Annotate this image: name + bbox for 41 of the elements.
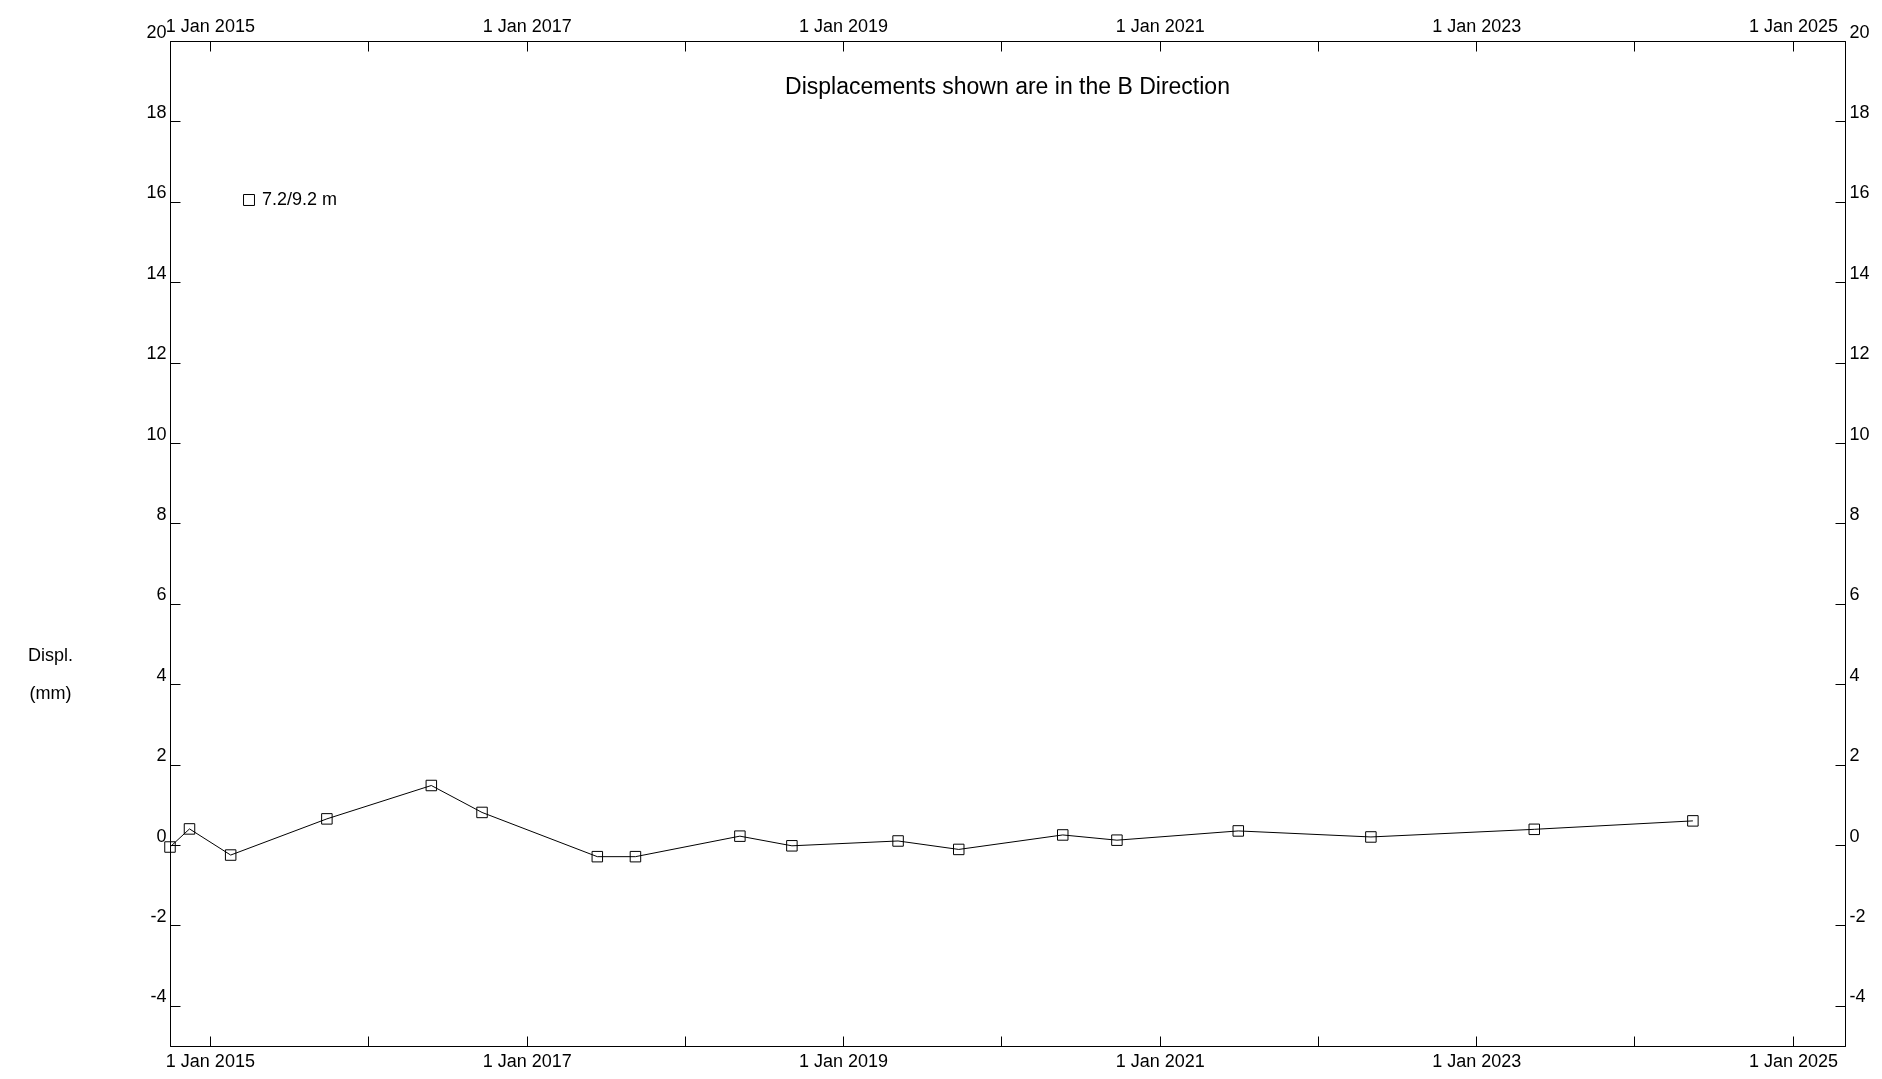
- y2-tick-label: -4: [1849, 986, 1866, 1007]
- x-tick-label: 1 Jan 2023: [1432, 1050, 1522, 1071]
- x2-tick-label: 1 Jan 2025: [1748, 15, 1839, 36]
- x-tick-label: 1 Jan 2017: [482, 1050, 572, 1071]
- y-tick-label: 8: [156, 503, 167, 524]
- y2-tick-label: -2: [1849, 905, 1866, 926]
- y-axis-title: Displ. (mm): [27, 644, 74, 703]
- y2-tick-label: 4: [1849, 664, 1860, 685]
- x2-tick-label: 1 Jan 2017: [482, 15, 572, 36]
- y-tick-label: 10: [146, 423, 167, 444]
- y-tick-label: -4: [150, 986, 167, 1007]
- y2-tick-label: 18: [1849, 101, 1870, 122]
- y2-tick-label: 16: [1849, 182, 1870, 203]
- y-tick-label: 16: [146, 182, 167, 203]
- y-tick-label: 4: [156, 664, 167, 685]
- legend-label: 7.2/9.2 m: [262, 189, 338, 209]
- y-tick-label: 0: [156, 825, 167, 846]
- x2-tick-label: 1 Jan 2021: [1115, 15, 1205, 36]
- x-tick-label: 1 Jan 2021: [1115, 1050, 1205, 1071]
- y-tick-label: 14: [146, 262, 167, 283]
- y2-tick-label: 12: [1849, 343, 1870, 364]
- y2-tick-label: 14: [1849, 262, 1870, 283]
- x-tick-label: 1 Jan 2015: [165, 1050, 255, 1071]
- y-tick-label: -2: [150, 905, 167, 926]
- y-tick-label: 20: [146, 21, 167, 42]
- x2-tick-label: 1 Jan 2019: [798, 15, 889, 36]
- x2-tick-label: 1 Jan 2023: [1432, 15, 1522, 36]
- y-tick-label: 2: [156, 745, 167, 766]
- x2-tick-label: 1 Jan 2015: [165, 15, 255, 36]
- y-tick-label: 12: [146, 343, 167, 364]
- y2-tick-label: 6: [1849, 584, 1860, 605]
- y-tick-label: 18: [146, 101, 167, 122]
- y2-tick-label: 20: [1849, 21, 1870, 42]
- text: Displacements shown are in the B Direction: [785, 73, 1230, 99]
- y-tick-label: 6: [156, 584, 167, 605]
- x-tick-label: 1 Jan 2025: [1748, 1050, 1839, 1071]
- y2-tick-label: 8: [1849, 503, 1860, 524]
- y2-tick-label: 10: [1849, 423, 1870, 444]
- y2-tick-label: 2: [1849, 745, 1860, 766]
- y2-tick-label: 0: [1849, 825, 1860, 846]
- x-tick-label: 1 Jan 2019: [798, 1050, 889, 1071]
